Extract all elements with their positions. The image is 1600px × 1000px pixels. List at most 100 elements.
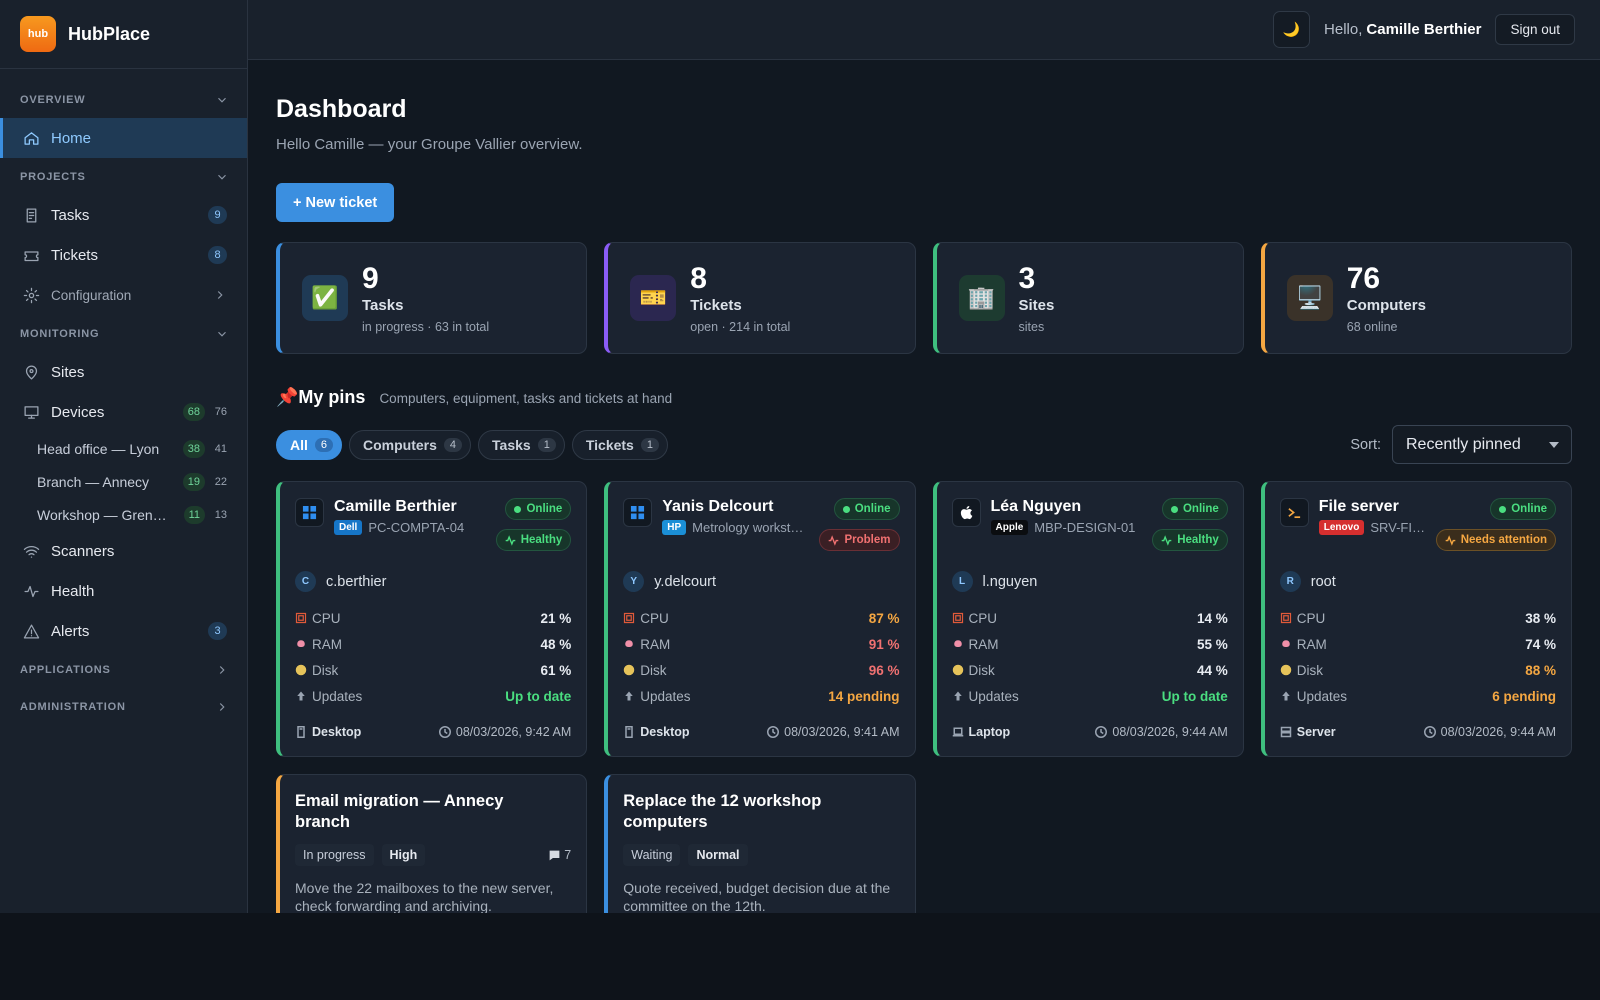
bar: All 6 Computers 4 Tasks 1 Tickets 1 Sort: Recentl… (276, 425, 1572, 464)
nav-item[interactable]: Sites (0, 352, 247, 392)
pins-icon: 📌 (276, 387, 299, 407)
sortlbl: Sort: (1350, 436, 1381, 453)
tcard[interactable]: Email migration — Annecy branch In progre… (276, 774, 588, 913)
uname: root (1310, 573, 1336, 590)
nav: OVERVIEW Home PROJECTS Tasks 9 Tickets 8 Config… (0, 69, 247, 725)
pins-title: 📌My pins (276, 387, 365, 408)
filter[interactable]: Computers 4 (349, 429, 472, 460)
nav-item[interactable]: Tickets 8 (0, 235, 247, 275)
stat-label: Computers (1346, 296, 1426, 314)
dot (514, 505, 522, 513)
select[interactable]: Recently pinned (1392, 425, 1572, 464)
nav-item[interactable]: Devices 68 76 (0, 392, 247, 432)
dtitle: Yanis Delcourt HP Metrology workst… (662, 498, 819, 535)
count: 41 (214, 442, 227, 455)
mval: 38 % (1525, 610, 1556, 626)
ico-icon (23, 287, 40, 303)
stat-note: sites (1018, 319, 1045, 334)
nav-item[interactable]: Scanners (0, 531, 247, 571)
kind: Laptop (952, 725, 1010, 739)
filter[interactable]: All 6 (276, 429, 343, 460)
stat-text: 3 Sites sites (1018, 262, 1055, 334)
comments: 7 (548, 848, 571, 862)
status-text: Online (1182, 503, 1219, 515)
brand: hub HubPlace (0, 0, 247, 69)
content: Dashboard Hello Camille — your Groupe Val… (248, 60, 1600, 913)
dcard[interactable]: Camille Berthier Dell PC-COMPTA-04 Online He… (276, 481, 588, 757)
metric-icon (624, 664, 635, 676)
uname: y.delcourt (654, 573, 717, 590)
nav-item[interactable]: Configuration (0, 275, 247, 315)
pins-head: 📌My pins Computers, equipment, tasks and … (276, 387, 1572, 408)
dcard[interactable]: Léa Nguyen Apple MBP-DESIGN-01 Online Health… (932, 481, 1244, 757)
stat[interactable]: 🎫 8 Tickets open · 214 in total (604, 242, 916, 354)
mval: 48 % (540, 636, 572, 652)
stat[interactable]: 🖥️ 76 Computers 68 online (1260, 242, 1572, 354)
nav-item[interactable]: Health (0, 571, 247, 611)
stat-icon: 🎫 (630, 275, 677, 321)
mlabel: CPU (1296, 610, 1326, 626)
filter[interactable]: Tasks 1 (478, 429, 565, 460)
metric-icon (1282, 640, 1290, 647)
stat[interactable]: 🏢 3 Sites sites (932, 242, 1244, 354)
tcard[interactable]: Replace the 12 workshop computers Waiting… (604, 774, 916, 913)
dfoot: Desktop 08/03/2026, 9:41 AM (623, 725, 900, 739)
grid: Camille Berthier Dell PC-COMPTA-04 Online He… (276, 481, 1572, 913)
clock-icon (1423, 726, 1436, 738)
group-head[interactable]: MONITORING (0, 315, 247, 352)
dcard[interactable]: File server Lenovo SRV-FI… Online Needs atte… (1260, 481, 1572, 757)
os (295, 498, 324, 527)
sidebar: hub HubPlace OVERVIEW Home PROJECTS Tasks 9 Tic… (0, 0, 248, 913)
stat-icon: ✅ (302, 275, 348, 321)
stat[interactable]: ✅ 9 Tasks in progress · 63 in total (276, 242, 588, 354)
mrow: Updates 14 pending (623, 683, 900, 709)
nav-label: Health (51, 582, 95, 600)
stat-value: 76 (1346, 261, 1381, 295)
ttitle: Replace the 12 workshop computers (623, 792, 822, 831)
mrow: Disk 61 % (295, 657, 571, 683)
dsub: HP Metrology workst… (662, 520, 819, 535)
mval: 14 pending (828, 688, 900, 704)
avatar: C (295, 571, 316, 592)
sub-item[interactable]: Head office — Lyon 38 41 (0, 432, 247, 465)
badge: 9 (208, 206, 227, 224)
signout[interactable]: Sign out (1495, 14, 1575, 45)
metric-icon (295, 664, 307, 676)
ttitle: Email migration — Annecy branch (295, 792, 504, 831)
pill: Online (1161, 498, 1228, 520)
os (1279, 498, 1309, 527)
group-head[interactable]: PROJECTS (0, 158, 247, 195)
health-text: Needs attention (1460, 534, 1547, 546)
sub-item[interactable]: Workshop — Gren… 11 13 (0, 498, 247, 531)
dcard[interactable]: Yanis Delcourt HP Metrology workst… Online P… (604, 481, 916, 757)
dname: File server (1318, 498, 1399, 515)
comment-count: 7 (564, 848, 572, 862)
mlabel: CPU (640, 610, 669, 626)
theme[interactable]: 🌙 (1273, 11, 1311, 48)
filter[interactable]: Tickets 1 (571, 429, 668, 460)
tdesc: Quote received, budget decision due at t… (623, 880, 891, 913)
sub-item[interactable]: Branch — Annecy 19 22 (0, 465, 247, 498)
mrow: Updates 6 pending (1280, 683, 1556, 709)
newbtn[interactable]: + New ticket (276, 183, 395, 222)
nav-item[interactable]: Home (0, 118, 247, 158)
os-logo-icon (302, 505, 317, 520)
dot (842, 505, 850, 513)
stat-note: in progress · 63 in total (362, 319, 490, 334)
nav-item[interactable]: Alerts 3 (0, 611, 247, 651)
greeting: Hello, (1324, 21, 1363, 38)
mrow: Disk 88 % (1280, 657, 1556, 683)
kind-icon (1280, 726, 1291, 738)
nav-item[interactable]: Tasks 9 (0, 195, 247, 235)
chev-icon (219, 702, 225, 711)
group-head[interactable]: APPLICATIONS (0, 651, 247, 688)
mrow: Updates Up to date (295, 683, 571, 709)
dtitle: Camille Berthier Dell PC-COMPTA-04 (334, 498, 496, 535)
group-head[interactable]: ADMINISTRATION (0, 688, 247, 725)
host: PC-COMPTA-04 (368, 520, 465, 535)
mrow: Updates Up to date (952, 683, 1228, 709)
group-head[interactable]: OVERVIEW (0, 81, 247, 118)
host: Metrology workst… (692, 520, 804, 535)
kind-icon (625, 726, 633, 738)
